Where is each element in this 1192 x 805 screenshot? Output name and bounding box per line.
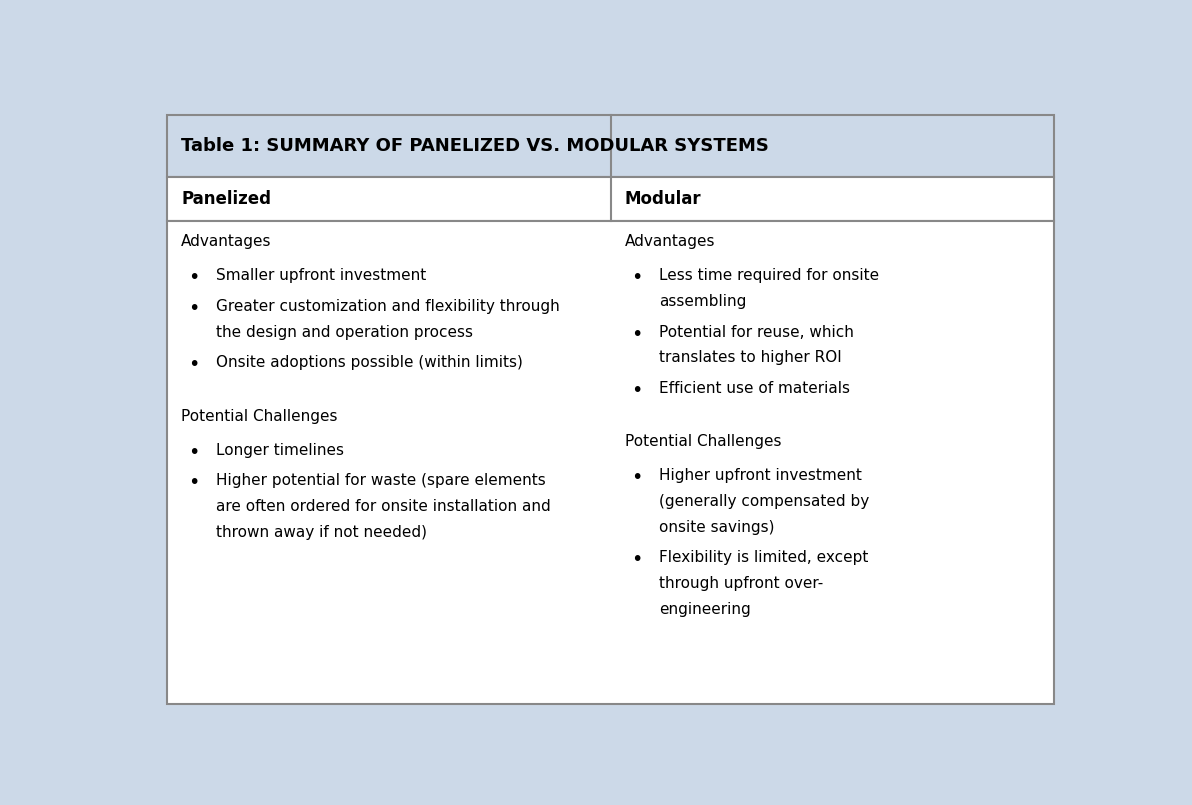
Text: •: • [632,551,642,569]
Text: •: • [188,299,199,318]
Text: Smaller upfront investment: Smaller upfront investment [216,268,426,283]
Text: •: • [188,268,199,287]
Text: •: • [632,324,642,344]
Text: thrown away if not needed): thrown away if not needed) [216,525,427,539]
Text: Potential for reuse, which: Potential for reuse, which [659,324,853,340]
Text: the design and operation process: the design and operation process [216,324,472,340]
FancyBboxPatch shape [167,115,1055,177]
Text: (generally compensated by: (generally compensated by [659,494,869,509]
Text: •: • [188,473,199,493]
FancyBboxPatch shape [167,177,1055,221]
Text: through upfront over-: through upfront over- [659,576,824,591]
Text: •: • [632,469,642,487]
Text: Greater customization and flexibility through: Greater customization and flexibility th… [216,299,559,314]
Text: Flexibility is limited, except: Flexibility is limited, except [659,551,868,565]
Text: Panelized: Panelized [181,190,272,208]
Text: Advantages: Advantages [625,234,715,250]
Text: Longer timelines: Longer timelines [216,443,343,458]
Text: Efficient use of materials: Efficient use of materials [659,381,850,396]
Text: Modular: Modular [625,190,701,208]
FancyBboxPatch shape [167,221,1055,704]
Text: onsite savings): onsite savings) [659,520,775,535]
Text: •: • [632,381,642,400]
Text: •: • [632,268,642,287]
Text: Potential Challenges: Potential Challenges [625,434,781,449]
Text: are often ordered for onsite installation and: are often ordered for onsite installatio… [216,499,551,514]
Text: Table 1: SUMMARY OF PANELIZED VS. MODULAR SYSTEMS: Table 1: SUMMARY OF PANELIZED VS. MODULA… [181,137,769,155]
Text: Higher upfront investment: Higher upfront investment [659,469,862,483]
Text: assembling: assembling [659,294,746,309]
Text: translates to higher ROI: translates to higher ROI [659,350,842,365]
Text: •: • [188,355,199,374]
Text: •: • [188,443,199,462]
Text: Potential Challenges: Potential Challenges [181,409,337,423]
Text: Higher potential for waste (spare elements: Higher potential for waste (spare elemen… [216,473,545,489]
Text: engineering: engineering [659,601,751,617]
Text: Less time required for onsite: Less time required for onsite [659,268,879,283]
Text: Onsite adoptions possible (within limits): Onsite adoptions possible (within limits… [216,355,522,370]
Text: Advantages: Advantages [181,234,272,250]
